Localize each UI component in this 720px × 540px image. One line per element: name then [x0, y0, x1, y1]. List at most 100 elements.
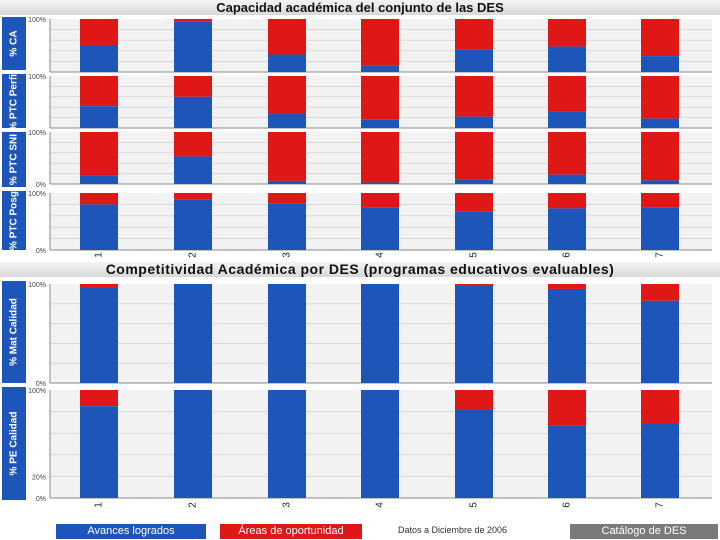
- chart-panel-1: % CA 100%: [2, 17, 712, 73]
- bar-opportunity: [548, 284, 586, 289]
- bar-achieved: [361, 284, 399, 383]
- bar-opportunity: [174, 76, 212, 97]
- ylabel: % PTC Posg: [9, 191, 20, 250]
- y-tick-label: 100%: [28, 130, 46, 137]
- bar-achieved: [174, 284, 212, 383]
- chart-panel-4: % PTC Posg 100% 0%: [2, 191, 712, 255]
- bar-opportunity: [548, 132, 586, 175]
- ylabel-box: [2, 132, 26, 187]
- ylabel: % PE Calidad: [9, 412, 20, 476]
- bar-opportunity: [361, 193, 399, 208]
- bar-achieved: [548, 288, 586, 383]
- y-tick-label: 0%: [36, 248, 46, 255]
- bar-opportunity: [548, 390, 586, 426]
- bar-achieved: [80, 106, 118, 128]
- y-tick-label: 20%: [32, 474, 46, 481]
- bar-achieved: [548, 425, 586, 498]
- bar-achieved: [548, 111, 586, 128]
- ylabel: % Mat Calidad: [9, 298, 20, 366]
- bar-achieved: [455, 179, 493, 184]
- y-tick-label: 100%: [28, 282, 46, 289]
- x-tick-label: 3: [282, 252, 293, 258]
- ylabel-box: [2, 387, 26, 500]
- x-tick-label: 4: [375, 252, 386, 258]
- bar-achieved: [174, 199, 212, 250]
- x-tick-label: 7: [655, 502, 666, 508]
- bar-achieved: [641, 300, 679, 383]
- bar-achieved: [268, 54, 306, 72]
- bar-opportunity: [268, 132, 306, 181]
- bar-opportunity: [174, 19, 212, 22]
- ylabel-box: [2, 17, 26, 70]
- bar-opportunity: [641, 132, 679, 181]
- bar-achieved: [80, 287, 118, 383]
- bar-opportunity: [455, 76, 493, 117]
- bar-achieved: [174, 390, 212, 498]
- bar-opportunity: [548, 19, 586, 47]
- bar-opportunity: [641, 193, 679, 208]
- bar-opportunity: [174, 193, 212, 200]
- bar-achieved: [174, 21, 212, 72]
- bar-achieved: [174, 156, 212, 184]
- x-tick-label: 1: [94, 502, 105, 508]
- legend-achieved: Avances logrados: [56, 524, 206, 539]
- data-date-note: Datos a Diciembre de 2006: [398, 525, 508, 535]
- ylabel-box: [2, 281, 26, 383]
- bar-opportunity: [80, 132, 118, 176]
- bar-opportunity: [455, 390, 493, 410]
- chart-panel-5: % Mat Calidad 100% 0%: [2, 281, 712, 388]
- bar-opportunity: [641, 76, 679, 119]
- bar-opportunity: [361, 76, 399, 120]
- chart-panel-6: % PE Calidad 100% 20% 0%: [2, 387, 712, 503]
- chart-panel-2: % PTC Perfil 100%: [2, 71, 712, 131]
- bar-opportunity: [268, 19, 306, 55]
- x-tick-label: 5: [469, 502, 480, 508]
- x-tick-label: 7: [655, 252, 666, 258]
- bar-achieved: [455, 211, 493, 250]
- bar-achieved: [455, 49, 493, 72]
- bar-opportunity: [361, 132, 399, 183]
- bar-opportunity: [268, 193, 306, 204]
- bar-opportunity: [641, 19, 679, 57]
- bar-opportunity: [455, 284, 493, 286]
- y-tick-label: 100%: [28, 388, 46, 395]
- bar-achieved: [80, 175, 118, 184]
- y-tick-label: 100%: [28, 191, 46, 198]
- capacity-title: Capacidad académica del conjunto de las …: [0, 0, 720, 15]
- bar-opportunity: [361, 19, 399, 66]
- bar-achieved: [80, 406, 118, 498]
- bar-achieved: [641, 56, 679, 72]
- bar-achieved: [641, 118, 679, 128]
- catalog-des-button[interactable]: Catálogo de DES: [570, 524, 718, 539]
- bar-achieved: [548, 208, 586, 250]
- bar-opportunity: [455, 132, 493, 180]
- y-tick-label: 100%: [28, 74, 46, 81]
- y-tick-label: 100%: [28, 17, 46, 24]
- bar-opportunity: [174, 132, 212, 157]
- x-tick-label: 2: [188, 252, 199, 258]
- bar-achieved: [548, 174, 586, 184]
- legend-opportunity: Áreas de oportunidad: [220, 524, 362, 539]
- bar-opportunity: [455, 193, 493, 212]
- bar-achieved: [268, 390, 306, 498]
- bar-opportunity: [80, 76, 118, 107]
- bar-opportunity: [455, 19, 493, 50]
- competitiveness-title: Competitividad Académica por DES (progra…: [0, 262, 720, 277]
- ylabel: % PTC Perfil: [9, 71, 20, 131]
- x-tick-label: 6: [562, 502, 573, 508]
- bar-achieved: [455, 409, 493, 498]
- bar-achieved: [268, 180, 306, 184]
- bar-achieved: [548, 46, 586, 72]
- bar-achieved: [455, 285, 493, 383]
- bar-opportunity: [80, 284, 118, 288]
- bar-achieved: [268, 284, 306, 383]
- ylabel: % PTC SNI: [9, 134, 20, 185]
- x-tick-label: 6: [562, 252, 573, 258]
- x-tick-label: 5: [469, 252, 480, 258]
- bar-achieved: [174, 96, 212, 128]
- bar-opportunity: [548, 193, 586, 209]
- bar-achieved: [641, 207, 679, 250]
- bar-achieved: [455, 116, 493, 128]
- x-tick-label: 4: [375, 502, 386, 508]
- bar-achieved: [361, 390, 399, 498]
